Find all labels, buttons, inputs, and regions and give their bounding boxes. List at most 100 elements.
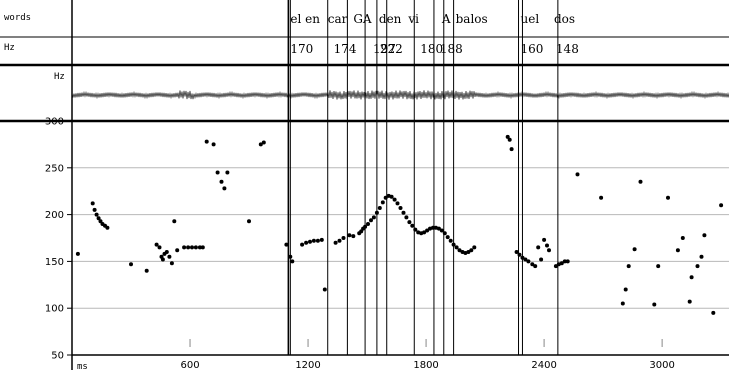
pitch-points <box>75 134 724 315</box>
y-tick-label-250: 250 <box>45 163 64 174</box>
pitch-point <box>699 254 704 259</box>
pitch-point <box>197 245 202 250</box>
tier-0-label-4: vi <box>407 12 419 26</box>
pitch-point <box>401 210 406 215</box>
tier-0-label-0: el en <box>290 12 320 26</box>
pitch-point <box>219 179 224 184</box>
pitch-point <box>545 243 549 248</box>
tier-0-label-2: GA <box>353 12 372 26</box>
pitch-point <box>539 257 544 262</box>
pitch-point <box>377 206 382 210</box>
pitch-point <box>652 302 657 307</box>
pitch-point <box>395 201 400 206</box>
pitch-point <box>182 245 187 250</box>
pitch-point <box>526 259 531 264</box>
pitch-point <box>428 226 432 231</box>
x-tick-label-2400: 2400 <box>531 360 556 370</box>
tier-name-hz: Hz <box>4 43 15 53</box>
pitch-point <box>575 172 580 177</box>
pitch-point <box>711 310 716 315</box>
pitch-point <box>530 262 535 267</box>
pitch-point <box>315 238 320 243</box>
pitch-point <box>687 299 692 304</box>
pitch-point <box>556 262 561 267</box>
tier-1-label-3: 222 <box>380 42 403 56</box>
pitch-point <box>129 262 133 267</box>
pitch-point <box>536 245 541 250</box>
y-tick-label-200: 200 <box>45 210 64 221</box>
pitch-point <box>523 257 528 262</box>
tier-1-label-2: 197 <box>373 42 396 56</box>
tier-0-label-7: uel <box>521 12 540 26</box>
pitch-point <box>666 195 670 200</box>
x-tick-labels: 600 1200 1800 2400 3000 <box>180 339 675 370</box>
pitch-point <box>626 264 631 269</box>
pitch-point <box>472 245 477 250</box>
x-tick-label-1800: 1800 <box>413 360 438 370</box>
pitch-point <box>559 261 564 266</box>
pitch-point <box>300 242 305 247</box>
pitch-point <box>319 237 324 242</box>
pitch-point <box>247 219 251 224</box>
pitch-point <box>98 219 103 224</box>
pitch-point <box>416 230 421 235</box>
waveform-panel <box>71 90 729 100</box>
pitch-point <box>200 245 205 250</box>
pitch-point <box>304 240 309 245</box>
pitch-point <box>175 248 180 253</box>
pitch-point <box>347 233 352 238</box>
pitch-point <box>431 225 435 230</box>
pitch-point <box>322 287 327 292</box>
pitch-point <box>172 219 177 224</box>
pitch-point <box>553 264 558 269</box>
pitch-point <box>656 264 661 269</box>
pitch-point <box>164 250 169 254</box>
pitch-point <box>451 242 456 247</box>
pitch-point <box>433 225 438 230</box>
pitch-point <box>542 237 547 242</box>
pitch-point <box>167 254 172 259</box>
pitch-point <box>193 245 198 250</box>
pitch-point <box>380 200 385 205</box>
pitch-point <box>341 236 346 240</box>
pitch-point <box>211 142 216 147</box>
pitch-point <box>404 215 409 220</box>
pitch-point <box>333 240 338 245</box>
pitch-point <box>144 268 149 273</box>
segment-boundaries <box>287 0 559 355</box>
pitch-point <box>407 220 412 225</box>
pitch-point <box>448 238 453 243</box>
pitch-point <box>514 250 519 254</box>
tier-0-label-1: car <box>328 12 348 26</box>
pitch-point <box>75 251 80 256</box>
pitch-point <box>215 170 220 175</box>
pitch-point <box>363 224 368 229</box>
pitch-point <box>308 239 312 244</box>
pitch-point <box>383 195 388 200</box>
pitch-point <box>311 238 316 243</box>
pitch-point <box>689 275 694 280</box>
pitch-point <box>90 201 95 206</box>
x-unit-label: ms <box>77 362 88 370</box>
pitch-point <box>623 287 628 292</box>
pitch-point <box>359 229 364 234</box>
pitch-point <box>288 254 293 259</box>
pitch-point <box>94 212 99 217</box>
tier-0-label-6: balos <box>456 12 488 26</box>
pitch-point <box>410 223 415 228</box>
pitch-point <box>190 245 194 250</box>
pitch-point <box>702 233 707 238</box>
pitch-point <box>547 248 551 253</box>
pitch-point <box>105 225 110 230</box>
pitch-point <box>157 245 162 250</box>
pitch-point <box>92 207 97 212</box>
pitch-point <box>565 259 570 264</box>
tier-0-label-5: A <box>441 12 451 26</box>
tier-name-words: words <box>4 13 31 23</box>
x-tick-label-1200: 1200 <box>295 360 320 370</box>
pitch-point <box>413 227 418 232</box>
waveform-trace <box>71 90 729 100</box>
tier-0-label-8: dos <box>554 12 575 26</box>
